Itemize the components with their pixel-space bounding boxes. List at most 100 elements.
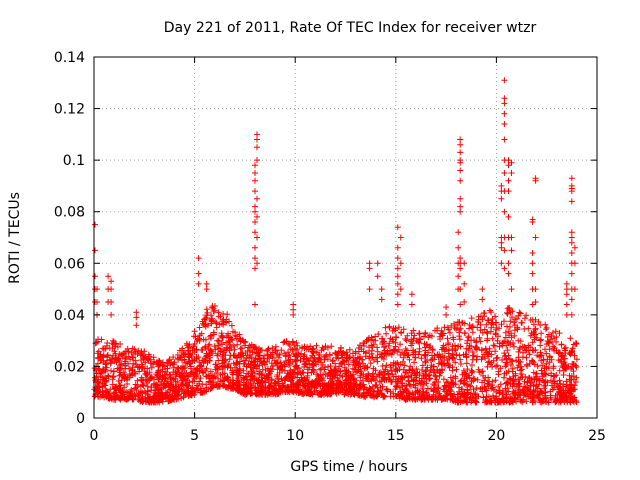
data-point [480, 310, 487, 316]
data-point [343, 355, 350, 362]
data-point [92, 273, 98, 280]
data-point [95, 355, 102, 362]
data-point [226, 318, 233, 325]
data-point [343, 367, 350, 374]
data-point [168, 396, 175, 403]
data-point [532, 347, 539, 353]
data-point [571, 352, 578, 359]
data-point [511, 332, 518, 339]
data-point [261, 358, 268, 365]
data-point [561, 355, 568, 362]
data-point [463, 360, 470, 367]
data-point [191, 328, 198, 335]
data-point [259, 378, 266, 385]
data-point [567, 394, 574, 401]
data-point [228, 322, 235, 329]
data-point [138, 361, 145, 368]
data-point [505, 157, 512, 164]
data-point [416, 330, 423, 337]
data-point [148, 364, 155, 371]
data-point [524, 378, 531, 385]
data-point [390, 325, 397, 332]
data-point [196, 359, 203, 366]
data-point [404, 332, 411, 339]
data-point [444, 357, 451, 363]
data-point [427, 357, 434, 364]
data-point [173, 389, 180, 396]
data-point [388, 367, 395, 374]
data-point [215, 309, 222, 316]
data-point [254, 136, 260, 143]
plot-frame [93, 56, 598, 419]
data-point [450, 395, 456, 402]
data-point [370, 365, 377, 372]
data-point [572, 340, 579, 347]
data-point [457, 265, 464, 272]
data-point [521, 326, 528, 332]
data-point [570, 386, 577, 393]
data-point [94, 299, 100, 305]
data-point [128, 388, 134, 395]
data-point [322, 343, 329, 350]
data-point [568, 270, 575, 277]
data-point [510, 396, 517, 403]
data-point [513, 357, 520, 364]
data-point [508, 159, 515, 166]
data-point [252, 301, 258, 308]
data-point [234, 341, 241, 348]
data-point [114, 344, 121, 350]
data-point [456, 329, 463, 336]
data-point [380, 394, 387, 401]
data-point [203, 286, 210, 293]
data-point [355, 359, 361, 366]
data-point [477, 327, 484, 334]
data-point [233, 382, 240, 389]
data-point [527, 344, 534, 351]
data-point [241, 391, 248, 398]
data-point [354, 368, 361, 375]
data-point [93, 370, 100, 377]
data-point [543, 324, 550, 331]
data-point [378, 296, 385, 303]
data-point [197, 375, 204, 382]
data-point [573, 356, 580, 363]
data-point [295, 379, 302, 386]
data-point [159, 359, 166, 366]
data-point [365, 389, 372, 396]
data-point [495, 383, 502, 390]
data-point [233, 367, 240, 374]
data-point [423, 380, 430, 387]
data-point [374, 260, 381, 267]
data-point [263, 389, 269, 396]
data-point [563, 291, 570, 298]
data-point [187, 365, 194, 372]
data-point [465, 333, 472, 340]
data-point [492, 348, 499, 355]
data-point [210, 329, 217, 336]
data-point [230, 328, 236, 335]
data-point [339, 354, 346, 361]
data-point [237, 336, 244, 343]
data-point [567, 335, 574, 342]
data-point [268, 376, 275, 383]
data-point [180, 382, 187, 389]
data-point [350, 389, 357, 396]
data-point [209, 383, 216, 390]
data-point [397, 260, 404, 267]
data-point [272, 391, 279, 397]
data-point [238, 377, 245, 383]
data-point [133, 314, 140, 321]
data-point [220, 382, 227, 389]
data-point [219, 341, 225, 348]
data-point [290, 301, 297, 308]
data-point [220, 355, 227, 361]
data-point [109, 376, 116, 383]
data-point [130, 360, 137, 367]
data-point [306, 385, 313, 392]
data-point [449, 351, 456, 358]
data-point [549, 386, 556, 393]
data-point [282, 352, 289, 359]
data-point [303, 390, 310, 397]
data-point [290, 306, 297, 313]
data-point [254, 234, 260, 241]
